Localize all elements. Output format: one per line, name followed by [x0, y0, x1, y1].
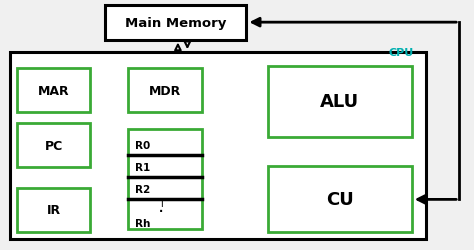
Text: R1: R1: [136, 163, 151, 173]
FancyBboxPatch shape: [268, 166, 412, 232]
FancyBboxPatch shape: [128, 130, 201, 230]
Text: PC: PC: [45, 139, 63, 152]
FancyBboxPatch shape: [17, 124, 91, 167]
Text: ·: ·: [158, 202, 164, 222]
FancyBboxPatch shape: [17, 188, 91, 232]
Text: MDR: MDR: [149, 84, 181, 97]
Text: Rh: Rh: [136, 218, 151, 228]
Text: i: i: [160, 198, 163, 208]
Text: CPU: CPU: [389, 48, 414, 58]
FancyBboxPatch shape: [17, 69, 91, 112]
Text: R2: R2: [136, 185, 151, 194]
Text: Main Memory: Main Memory: [125, 16, 226, 30]
Text: CU: CU: [326, 190, 354, 208]
Text: R0: R0: [136, 141, 151, 151]
FancyBboxPatch shape: [268, 66, 412, 138]
FancyBboxPatch shape: [10, 53, 426, 239]
Text: MAR: MAR: [38, 84, 70, 97]
Text: IR: IR: [47, 204, 61, 217]
FancyBboxPatch shape: [128, 69, 201, 112]
FancyBboxPatch shape: [105, 6, 246, 40]
Text: ALU: ALU: [320, 93, 359, 111]
